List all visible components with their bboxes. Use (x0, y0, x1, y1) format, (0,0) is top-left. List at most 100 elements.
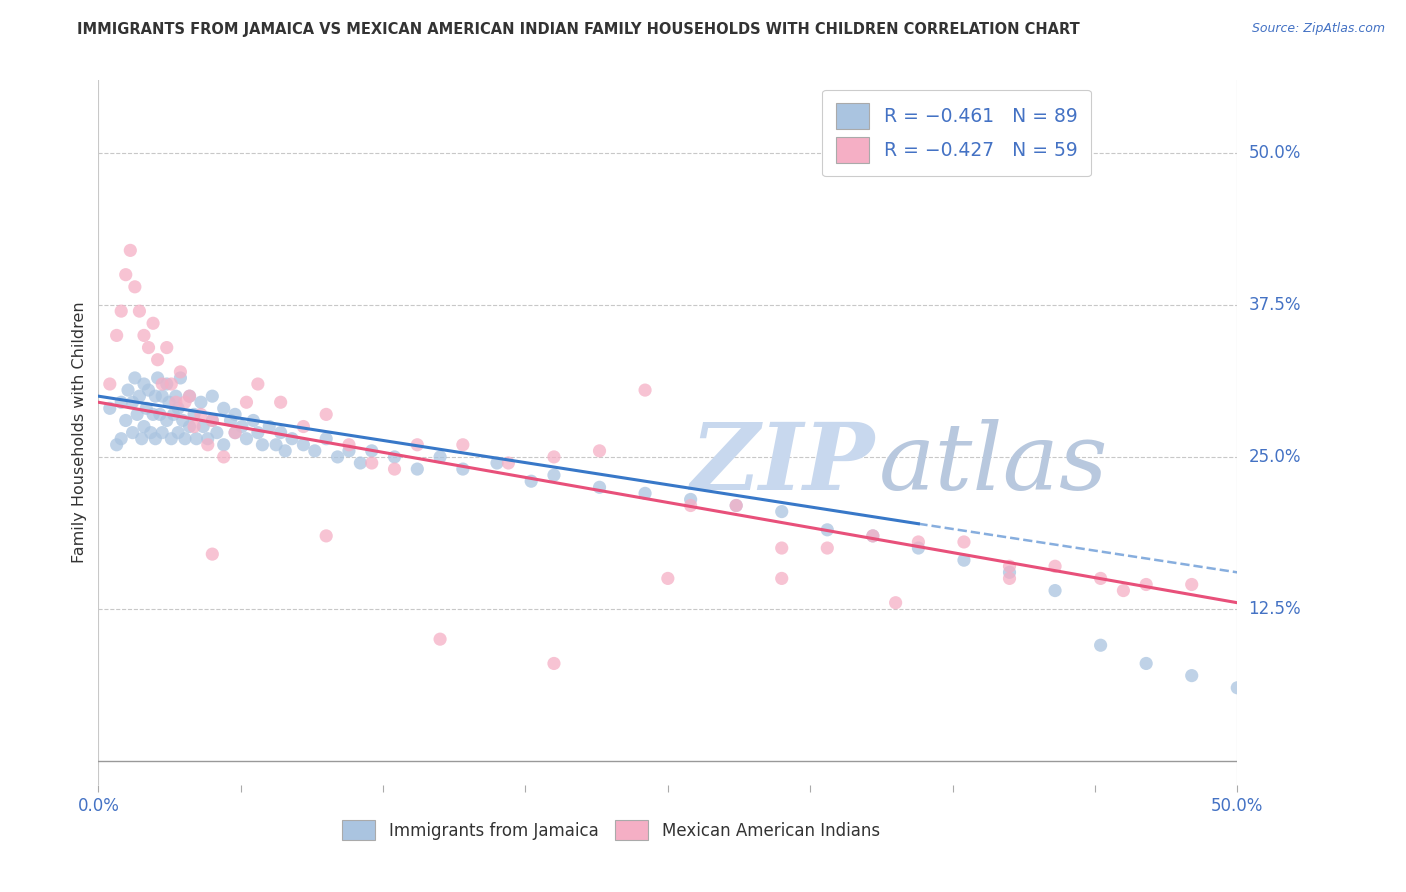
Point (770, 541, 793, 555)
Point (1226, 681, 1249, 695)
Text: Source: ZipAtlas.com: Source: ZipAtlas.com (1251, 22, 1385, 36)
Point (907, 535, 929, 549)
Point (1090, 638, 1112, 652)
Point (114, 413, 136, 427)
Point (201, 547, 224, 561)
Point (110, 304, 132, 318)
Point (167, 425, 190, 440)
Point (543, 450, 565, 464)
Point (128, 304, 150, 318)
Point (132, 328, 155, 343)
Point (1181, 577, 1204, 591)
Legend: Immigrants from Jamaica, Mexican American Indians: Immigrants from Jamaica, Mexican America… (335, 814, 887, 847)
Point (429, 632, 451, 647)
Point (634, 486, 657, 500)
Point (953, 553, 976, 567)
Point (98, 401, 121, 416)
Point (259, 419, 281, 434)
Point (212, 401, 235, 416)
Point (498, 456, 520, 470)
Point (190, 395, 212, 409)
Point (135, 401, 157, 416)
Point (190, 408, 212, 422)
Point (270, 395, 292, 409)
Point (124, 280, 146, 294)
Point (360, 456, 382, 470)
Point (907, 541, 929, 555)
Point (315, 529, 337, 543)
Point (292, 419, 315, 434)
Point (235, 395, 257, 409)
Point (264, 438, 287, 452)
Point (174, 432, 197, 446)
Point (815, 523, 838, 537)
Point (543, 657, 565, 671)
Text: 25.0%: 25.0% (1249, 448, 1301, 466)
Point (117, 383, 139, 397)
Text: 37.5%: 37.5% (1249, 296, 1301, 314)
Point (156, 341, 179, 355)
Point (179, 419, 201, 434)
Point (679, 499, 702, 513)
Point (121, 395, 143, 409)
Point (212, 450, 235, 464)
Point (219, 413, 242, 427)
Point (1135, 577, 1157, 591)
Point (167, 401, 190, 416)
Point (105, 438, 128, 452)
Point (281, 432, 304, 446)
Point (862, 529, 884, 543)
Point (183, 419, 205, 434)
Point (1043, 583, 1066, 598)
Point (304, 443, 326, 458)
Point (315, 432, 337, 446)
Point (128, 389, 150, 403)
Point (406, 462, 429, 476)
Point (657, 571, 679, 585)
Point (725, 499, 748, 513)
Point (132, 419, 155, 434)
Point (149, 408, 172, 422)
Point (146, 371, 169, 385)
Point (1181, 668, 1204, 682)
Point (770, 505, 793, 519)
Point (183, 408, 205, 422)
Point (337, 443, 360, 458)
Point (235, 432, 257, 446)
Point (201, 413, 224, 427)
Point (360, 443, 382, 458)
Point (224, 408, 246, 422)
Point (157, 395, 180, 409)
Point (205, 425, 228, 440)
Point (862, 529, 884, 543)
Point (156, 377, 179, 392)
Point (186, 432, 208, 446)
Point (337, 438, 360, 452)
Point (150, 425, 173, 440)
Point (105, 328, 128, 343)
Point (815, 541, 838, 555)
Point (588, 443, 610, 458)
Text: 50.0%: 50.0% (1249, 145, 1301, 162)
Point (201, 389, 224, 403)
Point (124, 371, 146, 385)
Point (150, 389, 173, 403)
Point (169, 371, 191, 385)
Point (212, 438, 235, 452)
Point (270, 425, 292, 440)
Point (110, 432, 132, 446)
Point (384, 462, 406, 476)
Point (138, 383, 160, 397)
Point (679, 492, 702, 507)
Point (486, 456, 509, 470)
Point (246, 377, 269, 392)
Point (150, 377, 173, 392)
Point (725, 499, 748, 513)
Point (169, 365, 191, 379)
Point (127, 408, 149, 422)
Point (138, 341, 160, 355)
Point (231, 419, 253, 434)
Point (1090, 571, 1112, 585)
Point (1112, 583, 1135, 598)
Text: IMMIGRANTS FROM JAMAICA VS MEXICAN AMERICAN INDIAN FAMILY HOUSEHOLDS WITH CHILDR: IMMIGRANTS FROM JAMAICA VS MEXICAN AMERI… (77, 22, 1080, 37)
